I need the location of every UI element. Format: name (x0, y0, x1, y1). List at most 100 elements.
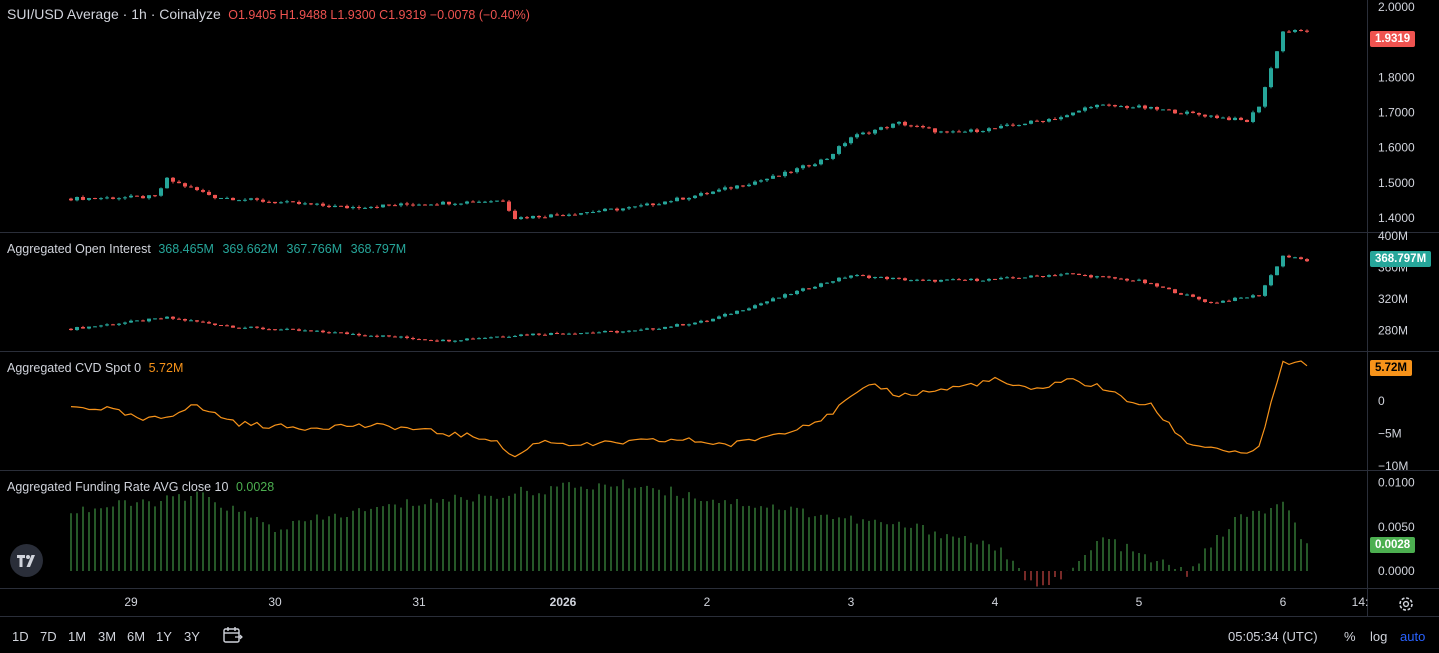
oi-candle (879, 276, 883, 278)
oi-body (597, 332, 601, 334)
oi-candle (717, 315, 721, 320)
price-body (279, 202, 283, 204)
price-candle (1089, 106, 1093, 109)
price-candle (219, 197, 223, 199)
oi-candle (459, 340, 463, 342)
price-candle (1287, 29, 1291, 33)
oi-value-4: 368.797M (350, 242, 407, 256)
price-candle (957, 129, 961, 133)
oi-body (1173, 289, 1177, 294)
price-candle (921, 124, 925, 129)
tradingview-logo-icon[interactable] (10, 544, 43, 577)
log-scale-toggle[interactable]: log (1370, 629, 1388, 644)
oi-body (117, 323, 121, 325)
price-body (225, 197, 229, 199)
price-body (243, 199, 247, 201)
price-body (1041, 120, 1045, 122)
oi-candle (741, 310, 745, 312)
oi-body (141, 320, 145, 322)
price-candle (303, 201, 307, 206)
range-6m[interactable]: 6M (127, 629, 146, 644)
price-body (927, 127, 931, 129)
range-7d[interactable]: 7D (40, 629, 57, 644)
x-axis-tick: 2026 (550, 595, 577, 609)
price-candle (747, 183, 751, 187)
oi-body (1041, 275, 1045, 277)
oi-candle (1005, 276, 1009, 279)
price-candle (963, 130, 967, 133)
range-3y[interactable]: 3Y (184, 629, 200, 644)
oi-candle (1119, 277, 1123, 280)
price-body (363, 207, 367, 209)
price-body (699, 193, 703, 196)
price-body (537, 215, 541, 218)
oi-body (795, 290, 799, 295)
price-candle (1299, 29, 1303, 32)
main-legend: SUI/USD Average · 1h · Coinalyze O1.9405… (7, 6, 530, 22)
oi-body (81, 327, 85, 329)
utc-clock[interactable]: 05:05:34 (UTC) (1228, 629, 1318, 644)
oi-body (345, 332, 349, 335)
price-body (1239, 117, 1243, 120)
oi-candle (1083, 274, 1087, 277)
range-1y[interactable]: 1Y (156, 629, 172, 644)
price-body (591, 211, 595, 213)
price-body (651, 203, 655, 206)
oi-body (963, 279, 967, 281)
oi-candle (1185, 293, 1189, 296)
oi-body (309, 330, 313, 332)
price-body (879, 127, 883, 130)
oi-candle (981, 280, 985, 282)
price-body (771, 175, 775, 179)
oi-candle (75, 326, 79, 331)
oi-candle (477, 337, 481, 340)
x-axis-tick: 14: (1352, 595, 1369, 609)
range-3m[interactable]: 3M (98, 629, 117, 644)
auto-scale-toggle[interactable]: auto (1400, 629, 1426, 644)
oi-candle (273, 329, 277, 331)
oi-body (585, 332, 589, 334)
oi-body (369, 335, 373, 337)
oi-candle (1011, 276, 1015, 280)
oi-candle (867, 274, 871, 279)
oi-candle (285, 327, 289, 331)
oi-candle (1197, 296, 1201, 301)
oi-body (1077, 273, 1081, 276)
price-candle (135, 195, 139, 197)
price-body (459, 203, 463, 205)
price-body (525, 217, 529, 219)
price-candle (297, 200, 301, 205)
open-value: 1.9405 (237, 8, 277, 22)
oi-body (1281, 255, 1285, 267)
oi-body (105, 324, 109, 326)
price-candle (177, 180, 181, 184)
price-body (465, 201, 469, 204)
percent-scale-toggle[interactable]: % (1344, 629, 1356, 644)
price-candle (843, 141, 847, 148)
oi-body (207, 322, 211, 324)
price-candle (405, 201, 409, 207)
oi-candle (225, 324, 229, 327)
price-body (219, 197, 223, 199)
price-candle (753, 180, 757, 186)
range-1m[interactable]: 1M (68, 629, 87, 644)
oi-body (951, 279, 955, 281)
price-body (1221, 117, 1225, 119)
oi-body (975, 278, 979, 281)
price-body (1179, 113, 1183, 115)
range-1d[interactable]: 1D (12, 629, 29, 644)
oi-candle (1305, 258, 1309, 262)
oi-candle (1299, 256, 1303, 260)
oi-body (1029, 275, 1033, 278)
price-body (969, 129, 973, 132)
oi-body (249, 326, 253, 328)
oi-candle (1131, 279, 1135, 282)
gear-icon[interactable] (1396, 594, 1416, 614)
oi-axis-tick: 320M (1378, 292, 1408, 306)
price-body (441, 201, 445, 205)
oi-candle (789, 293, 793, 296)
oi-body (903, 278, 907, 281)
oi-candle (183, 318, 187, 322)
calendar-range-icon[interactable] (221, 625, 243, 645)
